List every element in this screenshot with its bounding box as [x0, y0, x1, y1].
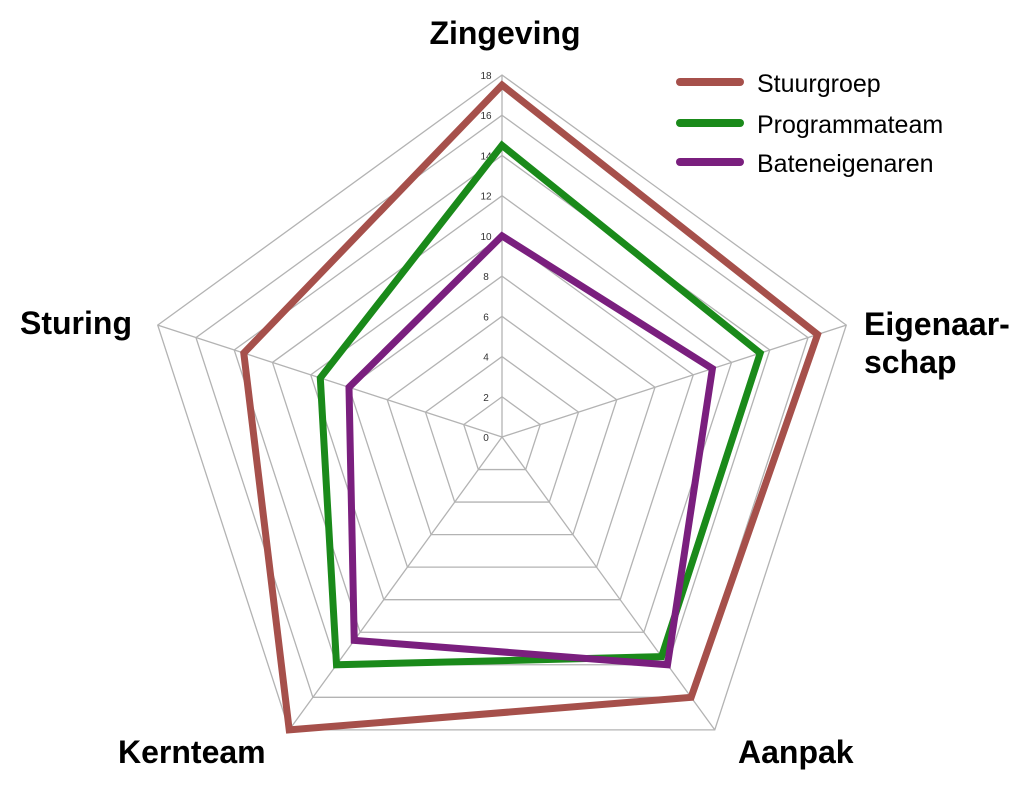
grid-ring	[156, 74, 848, 731]
grid-spoke	[157, 324, 503, 438]
category-label-eigenaarschap: Eigenaar- schap	[864, 306, 1019, 380]
radar-grid	[156, 74, 848, 731]
tick-label: 12	[480, 192, 492, 203]
tick-label: 16	[480, 111, 492, 122]
category-label-sturing: Sturing	[20, 305, 132, 341]
category-label-eigenaarschap-line1: Eigenaar-	[864, 306, 1010, 342]
tick-label: 14	[480, 151, 492, 162]
grid-ring	[424, 355, 580, 503]
legend: Stuurgroep Programmateam Bateneigenaren	[676, 70, 943, 178]
tick-label: 8	[483, 272, 489, 283]
series-lines	[240, 80, 822, 734]
category-label-kernteam: Kernteam	[118, 734, 266, 770]
tick-label: 10	[480, 232, 492, 243]
grid-ring	[348, 275, 656, 568]
legend-label-bateneigenaren: Bateneigenaren	[757, 150, 934, 178]
series-line-stuurgroep	[240, 80, 822, 734]
tick-label: 6	[483, 312, 489, 323]
legend-label-programmateam: Programmateam	[757, 111, 943, 139]
category-label-aanpak: Aanpak	[738, 734, 854, 770]
grid-ring	[462, 395, 542, 471]
category-label-eigenaarschap-line2: schap	[864, 344, 956, 380]
tick-label: 18	[480, 71, 492, 82]
legend-label-stuurgroep: Stuurgroep	[757, 70, 881, 98]
series-line-programmateam	[316, 140, 765, 669]
legend-item-bateneigenaren: Bateneigenaren	[676, 150, 934, 178]
grid-spoke	[288, 436, 503, 731]
radial-tick-labels: 0 2 4 6 8 10 12 14 16 18	[480, 71, 492, 444]
legend-item-stuurgroep: Stuurgroep	[676, 70, 881, 98]
legend-item-programmateam: Programmateam	[676, 111, 943, 139]
series-line-bateneigenaren	[345, 231, 717, 669]
grid-spoke	[501, 436, 716, 731]
grid-ring	[271, 194, 733, 633]
tick-label: 0	[483, 433, 489, 444]
grid-spoke	[501, 324, 847, 438]
grid-ring	[195, 114, 809, 698]
tick-label: 4	[483, 353, 489, 364]
category-label-zingeving: Zingeving	[429, 15, 580, 51]
grid-ring	[386, 315, 618, 536]
tick-label: 2	[483, 393, 489, 404]
